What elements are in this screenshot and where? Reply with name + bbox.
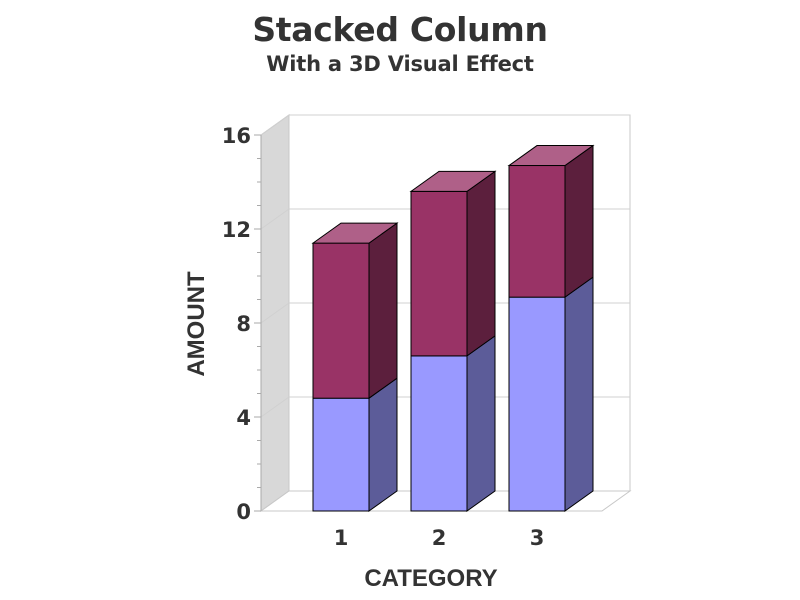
bar-stack — [311, 222, 399, 512]
bar-segment — [410, 334, 496, 512]
bar-front — [312, 242, 370, 399]
x-tick-label: 1 — [334, 526, 349, 550]
y-tick-label: 16 — [222, 124, 251, 148]
bar-stack — [507, 144, 595, 512]
bar-stack — [409, 170, 497, 512]
bar-front — [410, 190, 468, 357]
bar-side — [466, 170, 496, 357]
bar-front — [508, 165, 566, 298]
bar-front — [410, 355, 468, 512]
x-tick-label: 2 — [432, 526, 447, 550]
bar-segment — [312, 377, 398, 512]
bar-side — [368, 222, 398, 400]
x-axis-label: CATEGORY — [364, 565, 497, 592]
bar-top — [311, 222, 399, 244]
y-tick-label: 0 — [236, 500, 251, 524]
bar-segment — [409, 170, 497, 357]
bars — [311, 144, 595, 512]
bar-top — [409, 170, 497, 192]
bar-front — [312, 397, 370, 512]
y-tick-label: 4 — [236, 406, 251, 430]
x-axis: 1 2 3 — [334, 526, 545, 550]
y-tick-label: 12 — [222, 218, 251, 242]
bar-segment — [311, 222, 399, 400]
bar-segment — [507, 144, 595, 299]
bar-segment — [508, 276, 594, 512]
y-axis-label: AMOUNT — [183, 271, 210, 377]
bar-side — [368, 377, 398, 512]
y-axis: 0 4 8 12 16 — [222, 124, 262, 524]
x-tick-label: 3 — [530, 526, 545, 550]
bar-side — [564, 276, 594, 512]
y-tick-label: 8 — [236, 312, 251, 336]
chart-title: Stacked Column — [252, 10, 548, 49]
chart-subtitle: With a 3D Visual Effect — [266, 52, 534, 76]
bar-side — [466, 334, 496, 512]
gridline — [260, 114, 630, 136]
bar-front — [508, 296, 566, 512]
bar-top — [507, 145, 595, 167]
bar-side — [564, 144, 594, 299]
